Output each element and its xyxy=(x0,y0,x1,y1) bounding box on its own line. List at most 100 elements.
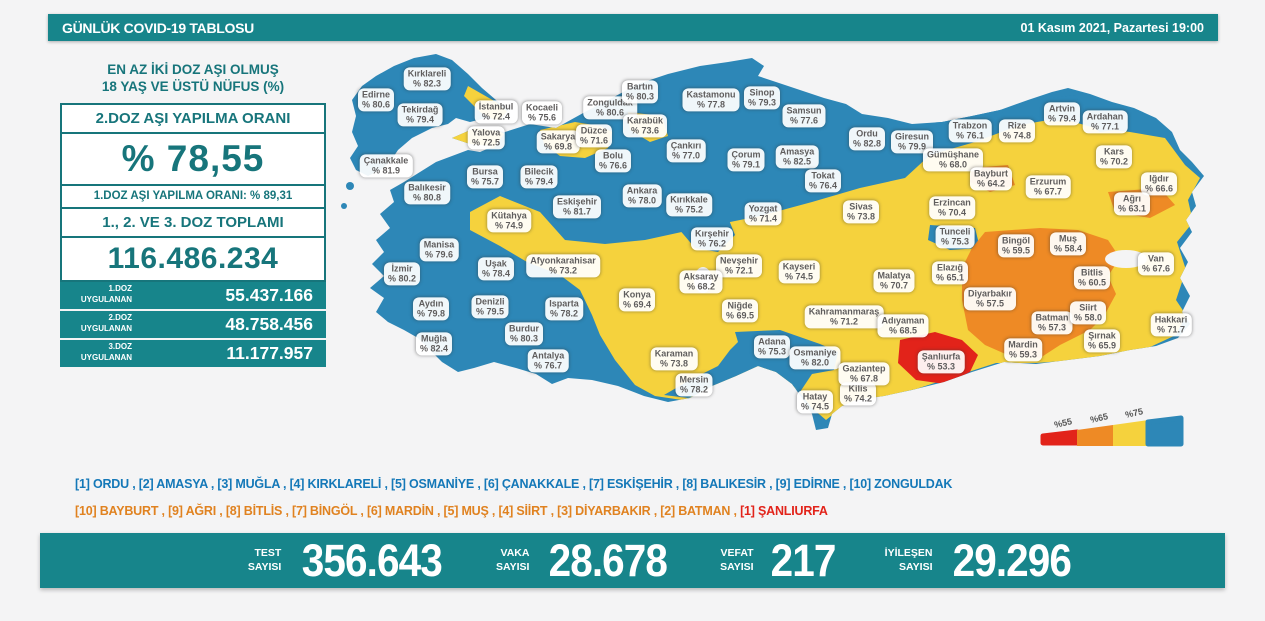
panel-title-line2: 18 YAŞ VE ÜSTÜ NÜFUS (%) xyxy=(101,78,285,94)
dose-row: 1.DOZ UYGULANAN 55.437.166 xyxy=(60,281,326,309)
province-label: Sinop% 79.3 xyxy=(743,86,781,110)
province-label: Antalya% 76.7 xyxy=(527,349,569,373)
vaccination-panel: EN AZ İKİ DOZ AŞI OLMUŞ 18 YAŞ VE ÜSTÜ N… xyxy=(60,62,326,367)
province-label: Bilecik% 79.4 xyxy=(520,165,558,189)
province-label: Kocaeli% 75.6 xyxy=(521,101,563,125)
province-label: Artvin% 79.4 xyxy=(1043,102,1081,126)
province-label: Ankara% 78.0 xyxy=(622,184,662,208)
dose-row: 2.DOZ UYGULANAN 48.758.456 xyxy=(60,310,326,338)
province-label: Bitlis% 60.5 xyxy=(1073,266,1111,290)
province-label: Tekirdağ% 79.4 xyxy=(397,103,443,127)
province-label: Kahramanmaraş% 71.2 xyxy=(804,305,884,329)
province-label: Afyonkarahisar% 73.2 xyxy=(526,254,600,278)
province-label: Hatay% 74.5 xyxy=(796,390,834,414)
province-label: Bingöl% 59.5 xyxy=(997,234,1035,258)
province-label: Ardahan% 77.1 xyxy=(1082,110,1128,134)
report-date: 01 Kasım 2021, Pazartesi 19:00 xyxy=(1020,20,1204,35)
legend-yellow-segment xyxy=(1113,420,1148,446)
province-label: Muğla% 82.4 xyxy=(415,332,453,356)
panel-title-line1: EN AZ İKİ DOZ AŞI OLMUŞ xyxy=(107,62,279,77)
province-label: Muş% 58.4 xyxy=(1049,232,1087,256)
province-label: Kırklareli% 82.3 xyxy=(403,67,451,91)
province-label: Elazığ% 65.1 xyxy=(931,261,969,285)
province-label: Siirt% 58.0 xyxy=(1069,301,1107,325)
stat-value: 29.296 xyxy=(952,534,1071,586)
province-label: Erzurum% 67.7 xyxy=(1025,175,1071,199)
dose-row-value: 48.758.456 xyxy=(225,313,313,334)
province-label: Kayseri% 74.5 xyxy=(778,260,820,284)
province-label: Tokat% 76.4 xyxy=(804,169,842,193)
stat-group: TEST SAYISI 356.643 xyxy=(248,535,450,587)
province-label: Bolu% 76.6 xyxy=(594,149,632,173)
legend-red-segment xyxy=(1040,429,1080,446)
stat-label: VEFAT SAYISI xyxy=(720,547,754,573)
province-label: Manisa% 79.6 xyxy=(419,238,459,262)
province-label: Edirne% 80.6 xyxy=(357,88,395,112)
stat-label: İYİLEŞEN SAYISI xyxy=(884,547,933,573)
province-label: Nevşehir% 72.1 xyxy=(715,254,763,278)
province-label: Diyarbakır% 57.5 xyxy=(963,287,1017,311)
legend-blue-segment xyxy=(1145,415,1184,447)
lowest-province-red: [1] ŞANLIURFA xyxy=(740,504,828,518)
total-doses-label: 1., 2. VE 3. DOZ TOPLAMI xyxy=(60,206,326,238)
province-label: İzmir% 80.2 xyxy=(383,262,421,286)
province-label: Trabzon% 76.1 xyxy=(948,119,992,143)
province-label: Malatya% 70.7 xyxy=(873,269,915,293)
stat-value: 217 xyxy=(770,534,836,586)
lake-van xyxy=(1105,250,1147,268)
province-label: Yozgat% 71.4 xyxy=(744,202,782,226)
province-label: Bayburt% 64.2 xyxy=(969,167,1013,191)
province-label: Tunceli% 75.3 xyxy=(935,225,975,249)
stat-value: 356.643 xyxy=(302,534,443,586)
panel-title: EN AZ İKİ DOZ AŞI OLMUŞ 18 YAŞ VE ÜSTÜ N… xyxy=(60,62,326,96)
province-label: Karaman% 73.8 xyxy=(650,347,698,371)
turkey-choropleth-map: %55 %65 %75 Edirne% 80.6 Kırklareli% 82.3… xyxy=(335,45,1265,465)
province-label: Aydın% 79.8 xyxy=(412,297,450,321)
province-label: Denizli% 79.5 xyxy=(471,295,509,319)
stat-label: VAKA SAYISI xyxy=(495,547,530,573)
province-label: Iğdır% 66.6 xyxy=(1140,172,1178,196)
province-label: Çankırı% 77.0 xyxy=(666,139,706,163)
province-label: Samsun% 77.6 xyxy=(782,104,826,128)
stat-label: TEST SAYISI xyxy=(247,547,282,573)
province-label: Kilis% 74.2 xyxy=(839,382,877,406)
top10-lowest-provinces: [10] BAYBURT , [9] AĞRI , [8] BİTLİS , [… xyxy=(75,504,828,518)
province-label: Kütahya% 74.9 xyxy=(487,209,531,233)
province-label: Aksaray% 68.2 xyxy=(679,270,723,294)
province-label: Adana% 75.3 xyxy=(753,335,791,359)
dose-row-value: 55.437.166 xyxy=(225,284,313,305)
region-orange-southeast xyxy=(962,228,1120,358)
province-label: Eskişehir% 81.7 xyxy=(552,195,602,219)
province-label: Batman% 57.3 xyxy=(1031,311,1073,335)
province-label: Yalova% 72.5 xyxy=(467,126,505,150)
legend-tick-65: %65 xyxy=(1089,411,1109,425)
province-label: Sivas% 73.8 xyxy=(842,200,880,224)
province-label: Şanlıurfa% 53.3 xyxy=(917,350,965,374)
province-label: İstanbul% 72.4 xyxy=(474,100,518,124)
province-label: Şırnak% 65.9 xyxy=(1083,329,1121,353)
province-label: Burdur% 80.3 xyxy=(505,322,543,346)
province-label: Kırşehir% 76.2 xyxy=(690,227,734,251)
province-label: Bartın% 80.3 xyxy=(621,80,659,104)
top10-highest-provinces: [1] ORDU , [2] AMASYA , [3] MUĞLA , [4] … xyxy=(75,477,953,491)
province-label: Düzce% 71.6 xyxy=(575,124,613,148)
second-dose-label: 2.DOZ AŞI YAPILMA ORANI xyxy=(60,102,326,134)
province-label: Erzincan% 70.4 xyxy=(929,196,975,220)
dose-rows: 1.DOZ UYGULANAN 55.437.166 2.DOZ UYGULANAN 48… xyxy=(60,281,326,367)
top-bar: GÜNLÜK COVID-19 TABLOSU 01 Kasım 2021, P… xyxy=(48,14,1218,41)
stat-value: 28.678 xyxy=(549,534,668,586)
province-label: Adıyaman% 68.5 xyxy=(877,314,929,338)
province-label: Balıkesir% 80.8 xyxy=(404,181,450,205)
province-label: Isparta% 78.2 xyxy=(545,297,583,321)
stat-group: İYİLEŞEN SAYISI 29.296 xyxy=(885,535,1078,587)
total-doses-value: 116.486.234 xyxy=(60,235,326,282)
province-label: Gaziantep% 67.8 xyxy=(838,362,890,386)
stat-group: VAKA SAYISI 28.678 xyxy=(496,535,674,587)
province-label: Kastamonu% 77.8 xyxy=(682,88,740,112)
province-label: Çanakkale% 81.9 xyxy=(359,154,413,178)
legend-tick-55: %55 xyxy=(1053,416,1073,430)
first-dose-rate: 1.DOZ AŞI YAPILMA ORANI: % 89,31 xyxy=(60,183,326,209)
province-label: Van% 67.6 xyxy=(1137,252,1175,276)
province-label: Ordu% 82.8 xyxy=(848,127,886,151)
